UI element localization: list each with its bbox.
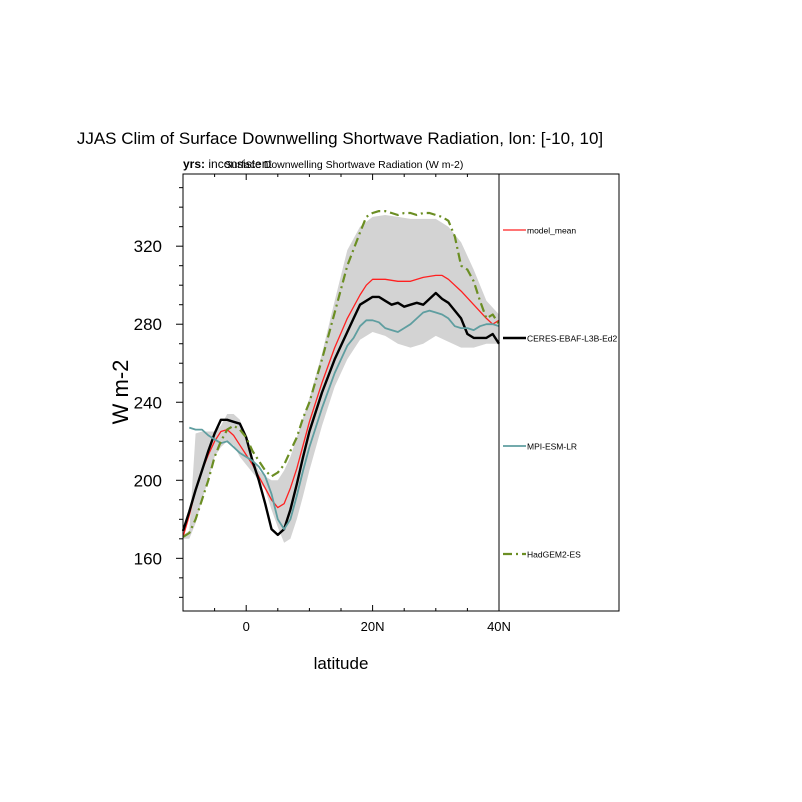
legend-layer: model_mean CERES-EBAF-L3B-Ed2 MPI-ESM-LR Ha… (503, 226, 617, 560)
years-label-value: inconsistent (208, 157, 272, 171)
model-spread-band (183, 215, 499, 543)
y-tick-label: 280 (134, 315, 162, 334)
y-tick-label: 240 (134, 393, 162, 412)
series-line-mpi-esm-lr (189, 309, 500, 530)
series-line-ceres-ebaf-l3b-ed2 (181, 291, 501, 537)
series-layer (181, 210, 501, 538)
years-label: yrs: inconsistent (183, 157, 272, 171)
y-tick-label: 200 (134, 471, 162, 490)
series-line-hadgem2-es (182, 210, 500, 538)
chart-subtitle: Surface Downwelling Shortwave Radiation … (225, 159, 464, 171)
y-tick-label: 160 (134, 549, 162, 568)
x-axis-label: latitude (314, 654, 369, 673)
y-tick-label: 320 (134, 237, 162, 256)
x-tick-label: 0 (243, 619, 250, 634)
legend-label: MPI-ESM-LR (527, 442, 577, 452)
legend-frame (498, 173, 620, 612)
axis-layer: 0 20N 40N 160 200 240 280 320 (134, 174, 511, 634)
x-tick-label: 20N (361, 619, 385, 634)
spread-band-layer (183, 215, 499, 543)
legend-label: CERES-EBAF-L3B-Ed2 (527, 334, 617, 344)
x-tick-label: 40N (487, 619, 511, 634)
chart-title: JJAS Clim of Surface Downwelling Shortwa… (77, 129, 603, 148)
legend-label: HadGEM2-ES (527, 550, 581, 560)
years-label-key: yrs: (183, 157, 205, 171)
legend-label: model_mean (527, 226, 576, 236)
series-line-model-mean (182, 274, 500, 538)
y-axis-label: W m-2 (108, 360, 133, 425)
